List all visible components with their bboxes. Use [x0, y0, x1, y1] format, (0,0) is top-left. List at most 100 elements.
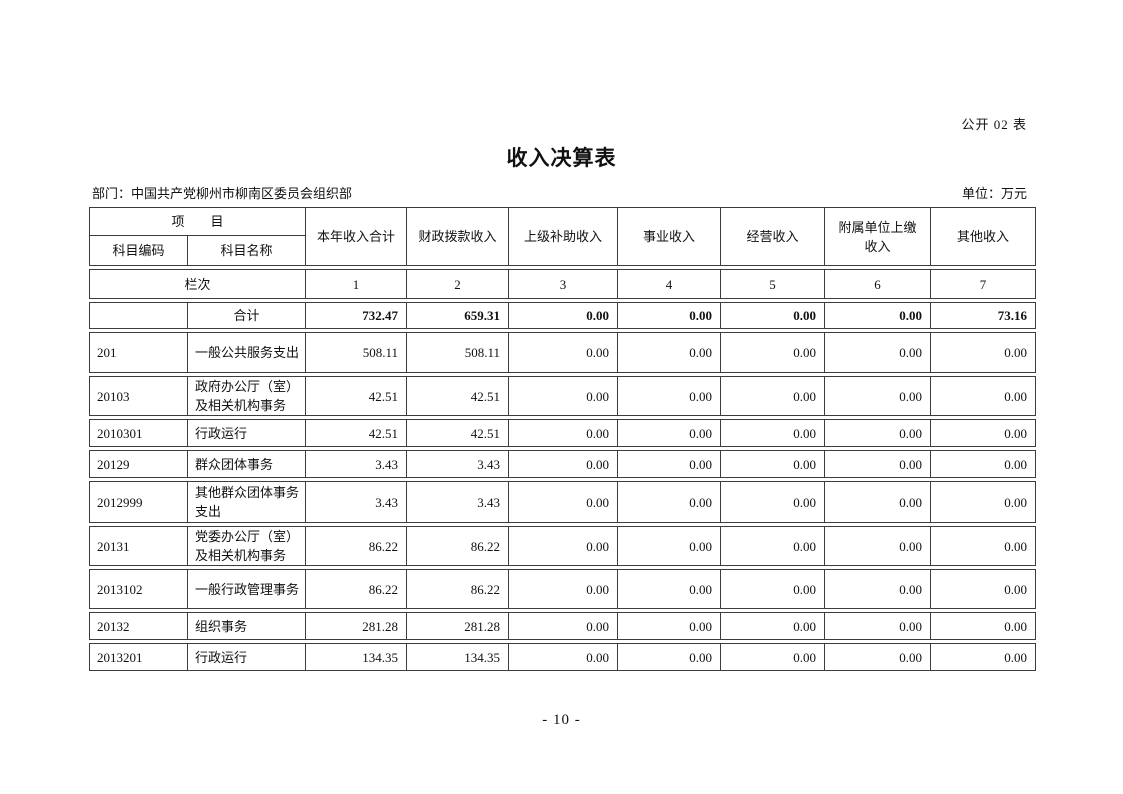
- code-cell: 201: [89, 332, 188, 373]
- value-cell: 0.00: [930, 419, 1037, 447]
- value-cell: 0.00: [617, 419, 722, 447]
- value-cell: 0.00: [824, 612, 932, 640]
- value-cell: 0.00: [824, 376, 932, 416]
- total-label-cell: 合计: [186, 302, 307, 329]
- value-cell: 659.31: [406, 302, 510, 329]
- value-cell: 0.00: [617, 526, 722, 566]
- column-header-superior-subsidy: 上级补助收入: [508, 207, 619, 266]
- value-cell: 0.00: [720, 526, 826, 566]
- value-cell: 0.00: [508, 481, 619, 523]
- value-cell: 0.00: [617, 643, 722, 671]
- code-cell: 20103: [89, 376, 188, 416]
- value-cell: 281.28: [406, 612, 510, 640]
- value-cell: 3.43: [406, 450, 510, 478]
- value-cell: 0.00: [930, 612, 1037, 640]
- value-cell: 0.00: [930, 332, 1037, 373]
- value-cell: 0.00: [617, 376, 722, 416]
- code-cell: 20129: [89, 450, 188, 478]
- value-cell: 0.00: [824, 419, 932, 447]
- code-cell: 20131: [89, 526, 188, 566]
- value-cell: 0.00: [617, 481, 722, 523]
- value-cell: 0.00: [720, 481, 826, 523]
- table-row: 2013201 行政运行 134.35 134.35 0.00 0.00 0.0…: [89, 643, 1037, 671]
- value-cell: 0.00: [720, 302, 826, 329]
- value-cell: 508.11: [305, 332, 408, 373]
- page-title: 收入决算表: [506, 146, 617, 170]
- table-row: 20103 政府办公厅（室）及相关机构事务 42.51 42.51 0.00 0…: [89, 376, 1037, 416]
- value-cell: 0.00: [824, 481, 932, 523]
- meta-row: 部门：中国共产党柳州市柳南区委员会组织部 单位：万元: [92, 183, 1027, 202]
- value-cell: 0.00: [930, 643, 1037, 671]
- column-header-total-income: 本年收入合计: [305, 207, 408, 266]
- value-cell: 0.00: [824, 302, 932, 329]
- code-cell: 20132: [89, 612, 188, 640]
- lanci-col-3: 3: [508, 269, 619, 299]
- value-cell: 0.00: [617, 332, 722, 373]
- value-cell: 0.00: [617, 450, 722, 478]
- value-cell: 0.00: [508, 643, 619, 671]
- lanci-label: 栏次: [88, 269, 307, 299]
- value-cell: 508.11: [406, 332, 510, 373]
- value-cell: 0.00: [508, 302, 619, 329]
- column-header-operating-income: 经营收入: [720, 207, 826, 266]
- value-cell: 3.43: [305, 450, 408, 478]
- value-cell: 0.00: [508, 612, 619, 640]
- value-cell: 134.35: [305, 643, 408, 671]
- name-cell: 党委办公厅（室）及相关机构事务: [186, 526, 307, 566]
- lanci-col-4: 4: [617, 269, 722, 299]
- name-cell: 一般公共服务支出: [186, 332, 307, 373]
- value-cell: 0.00: [824, 450, 932, 478]
- header-row-group: 项 目 本年收入合计 财政拨款收入 上级补助收入 事业收入 经营收入 附属单位上…: [88, 207, 1037, 266]
- table-container: 项 目 本年收入合计 财政拨款收入 上级补助收入 事业收入 经营收入 附属单位上…: [88, 207, 1037, 671]
- value-cell: 42.51: [305, 419, 408, 447]
- value-cell: 281.28: [305, 612, 408, 640]
- table-row: 2010301 行政运行 42.51 42.51 0.00 0.00 0.00 …: [89, 419, 1037, 447]
- department-label: 部门：中国共产党柳州市柳南区委员会组织部: [92, 186, 353, 201]
- table-row: 2012999 其他群众团体事务支出 3.43 3.43 0.00 0.00 0…: [89, 481, 1037, 523]
- value-cell: 0.00: [508, 569, 619, 609]
- revenue-table: 项 目 本年收入合计 财政拨款收入 上级补助收入 事业收入 经营收入 附属单位上…: [88, 207, 1037, 671]
- value-cell: 0.00: [720, 450, 826, 478]
- name-cell: 组织事务: [186, 612, 307, 640]
- header-subject-code: 科目编码: [89, 235, 188, 266]
- value-cell: 0.00: [930, 481, 1037, 523]
- header-subject-name: 科目名称: [186, 235, 307, 266]
- value-cell: 0.00: [824, 643, 932, 671]
- column-header-other-income: 其他收入: [930, 207, 1037, 266]
- value-cell: 0.00: [720, 643, 826, 671]
- table-row: 2013102 一般行政管理事务 86.22 86.22 0.00 0.00 0…: [89, 569, 1037, 609]
- code-cell: [89, 302, 188, 329]
- code-cell: 2013102: [89, 569, 188, 609]
- column-header-subordinate-remit: 附属单位上缴收入: [824, 207, 932, 266]
- value-cell: 3.43: [406, 481, 510, 523]
- value-cell: 0.00: [930, 569, 1037, 609]
- value-cell: 0.00: [617, 302, 722, 329]
- table-row: 20131 党委办公厅（室）及相关机构事务 86.22 86.22 0.00 0…: [89, 526, 1037, 566]
- value-cell: 0.00: [824, 526, 932, 566]
- value-cell: 0.00: [720, 332, 826, 373]
- total-row: 合计 732.47 659.31 0.00 0.00 0.00 0.00 73.…: [89, 302, 1037, 329]
- name-cell: 其他群众团体事务支出: [186, 481, 307, 523]
- lanci-col-7: 7: [930, 269, 1037, 299]
- column-header-business-income: 事业收入: [617, 207, 722, 266]
- value-cell: 0.00: [508, 526, 619, 566]
- name-cell: 行政运行: [186, 419, 307, 447]
- value-cell: 0.00: [824, 569, 932, 609]
- lanci-row: 栏次 1 2 3 4 5 6 7: [88, 269, 1037, 299]
- value-cell: 3.43: [305, 481, 408, 523]
- header-item-group: 项 目: [88, 207, 307, 236]
- lanci-col-1: 1: [305, 269, 408, 299]
- page-number: - 10 -: [542, 712, 581, 728]
- value-cell: 134.35: [406, 643, 510, 671]
- value-cell: 0.00: [617, 569, 722, 609]
- table-row: 20132 组织事务 281.28 281.28 0.00 0.00 0.00 …: [89, 612, 1037, 640]
- value-cell: 42.51: [305, 376, 408, 416]
- value-cell: 0.00: [930, 526, 1037, 566]
- name-cell: 一般行政管理事务: [186, 569, 307, 609]
- table-code-label: 公开 02 表: [961, 117, 1027, 132]
- value-cell: 86.22: [305, 569, 408, 609]
- value-cell: 0.00: [508, 332, 619, 373]
- value-cell: 0.00: [617, 612, 722, 640]
- value-cell: 73.16: [930, 302, 1037, 329]
